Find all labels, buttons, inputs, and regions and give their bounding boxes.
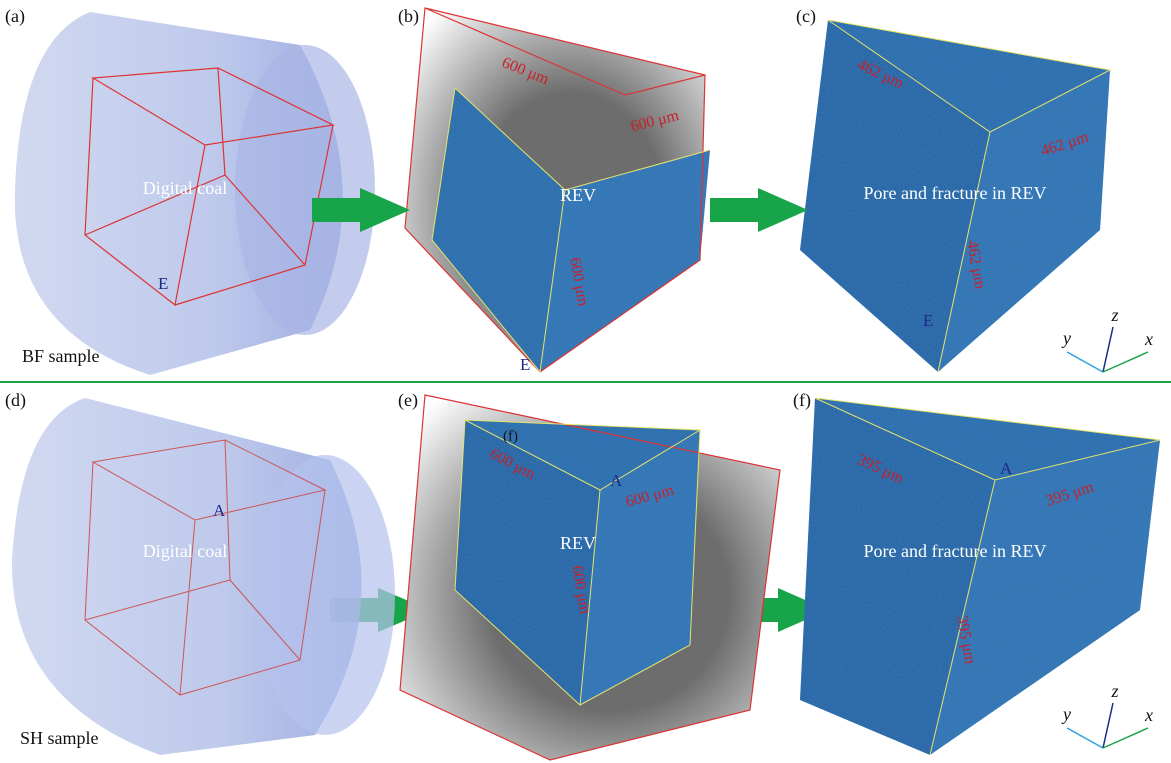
marker: E: [520, 355, 530, 374]
caption: Digital coal: [143, 178, 227, 198]
marker: A: [1000, 459, 1013, 478]
sample-label: BF sample: [22, 346, 100, 366]
axis-label: x: [1144, 705, 1153, 725]
axis-triad: [1067, 703, 1148, 748]
axis-label: z: [1110, 305, 1118, 325]
axis-z: [1103, 703, 1113, 748]
axis-triad: [1067, 327, 1148, 372]
panel-label: (b): [398, 6, 419, 27]
sample-label: SH sample: [20, 728, 99, 748]
axis-label: x: [1144, 329, 1153, 349]
panel-label: (f): [793, 390, 811, 411]
axis-label: y: [1061, 328, 1071, 348]
axis-label: y: [1061, 704, 1071, 724]
panel-label: (e): [398, 390, 418, 411]
caption: Pore and fracture in REV: [864, 183, 1047, 203]
marker: A: [213, 501, 226, 520]
axis-y: [1067, 352, 1103, 372]
inset-label: (f): [503, 428, 518, 444]
panel-label: (c): [796, 6, 816, 27]
marker: A: [610, 471, 623, 490]
figure: BF sample(a)Digital coalE(b)REVE600 μm60…: [0, 0, 1171, 763]
axis-x: [1103, 352, 1148, 372]
marker: E: [158, 274, 168, 293]
panel-f-art: [800, 398, 1160, 755]
axis-z: [1103, 327, 1113, 372]
panel-d-art: [12, 398, 395, 755]
marker: E: [923, 311, 933, 330]
caption: REV: [560, 533, 596, 553]
caption: Digital coal: [143, 541, 227, 561]
axis-label: z: [1110, 681, 1118, 701]
panel-e-art: [400, 395, 780, 760]
axis-x: [1103, 728, 1148, 748]
axis-y: [1067, 728, 1103, 748]
panel-b-art: [405, 8, 710, 372]
panel-label: (d): [5, 390, 26, 411]
caption: Pore and fracture in REV: [864, 541, 1047, 561]
caption: REV: [560, 185, 596, 205]
panel-label: (a): [5, 6, 25, 27]
